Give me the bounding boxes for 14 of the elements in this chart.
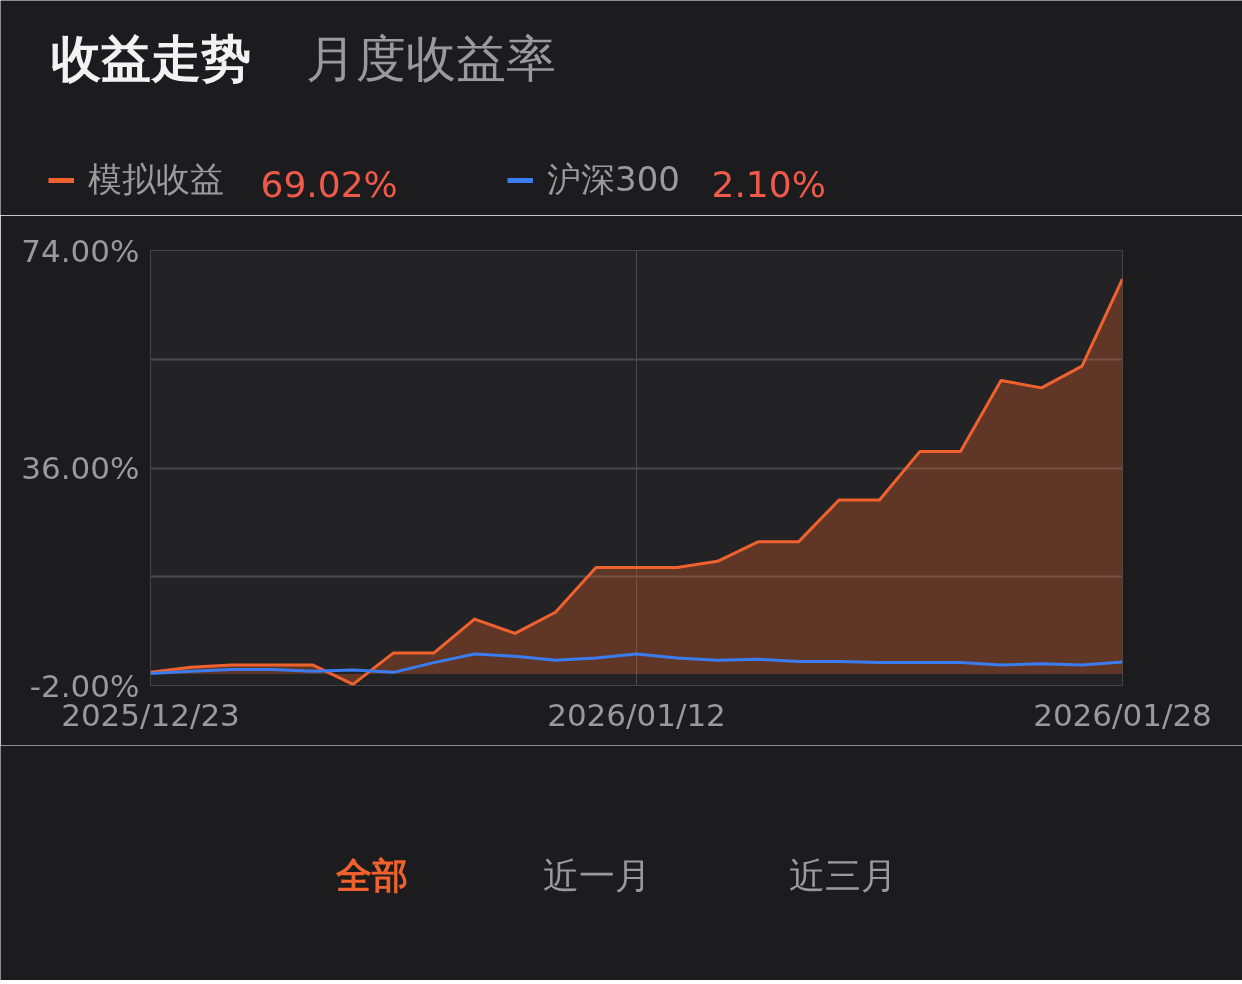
x-tick-label: 2026/01/28: [1033, 696, 1212, 733]
legend-label: 沪深300: [547, 158, 680, 201]
y-tick-label: 36.00%: [21, 450, 140, 486]
chart-title: 收益走势: [50, 29, 251, 88]
text: 全部: [334, 855, 408, 896]
text: 近三月: [788, 855, 897, 896]
chart-subtitle: 月度收益率: [305, 29, 556, 88]
x-tick-label: 2026/01/12: [547, 696, 726, 733]
line-series: [150, 652, 1123, 675]
legend-label: 模拟收益: [88, 158, 224, 201]
text: 2.10%: [711, 164, 826, 205]
text: 近一月: [542, 855, 651, 896]
y-tick-label: 74.00%: [21, 232, 140, 269]
text: 69.02%: [260, 164, 398, 205]
